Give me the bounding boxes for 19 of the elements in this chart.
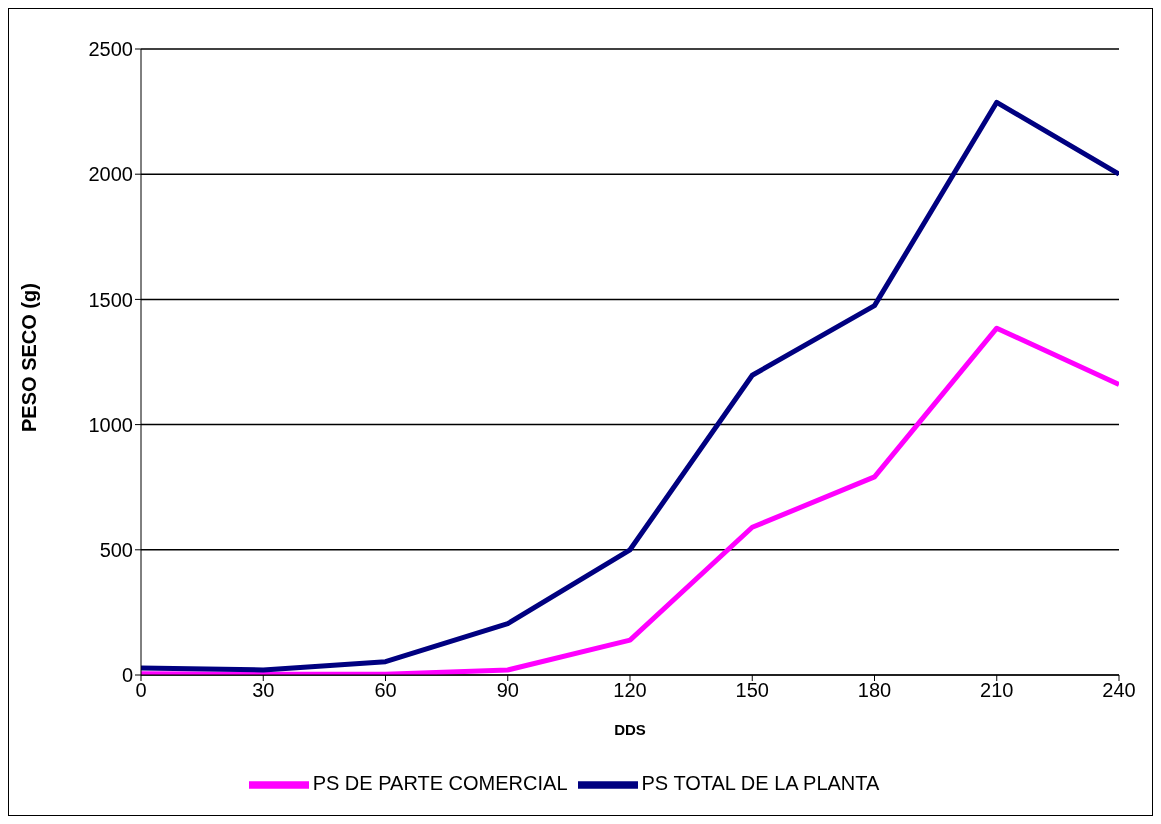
x-tick-label: 210 (980, 679, 1014, 702)
y-axis-title: PESO SECO (g) (18, 283, 41, 432)
y-tick-label: 1500 (88, 288, 133, 311)
x-tick-label: 180 (857, 679, 892, 702)
x-tick-label: 240 (1102, 679, 1136, 702)
x-tick-label: 90 (496, 679, 519, 702)
x-tick-label: 60 (374, 679, 397, 702)
y-tick-label: 0 (121, 664, 133, 687)
x-tick-label: 0 (135, 679, 147, 702)
x-tick-label: 150 (735, 679, 769, 702)
legend-label: PS TOTAL DE LA PLANTA (641, 772, 880, 795)
y-tick-label: 500 (99, 538, 133, 561)
legend-label: PS DE PARTE COMERCIAL (312, 772, 568, 795)
x-tick-label: 120 (613, 679, 647, 702)
x-axis-title: DDS (614, 721, 646, 738)
y-tick-label: 2500 (88, 38, 133, 61)
x-tick-label: 30 (252, 679, 275, 702)
y-tick-label: 2000 (88, 163, 133, 186)
y-tick-label: 1000 (88, 413, 133, 436)
